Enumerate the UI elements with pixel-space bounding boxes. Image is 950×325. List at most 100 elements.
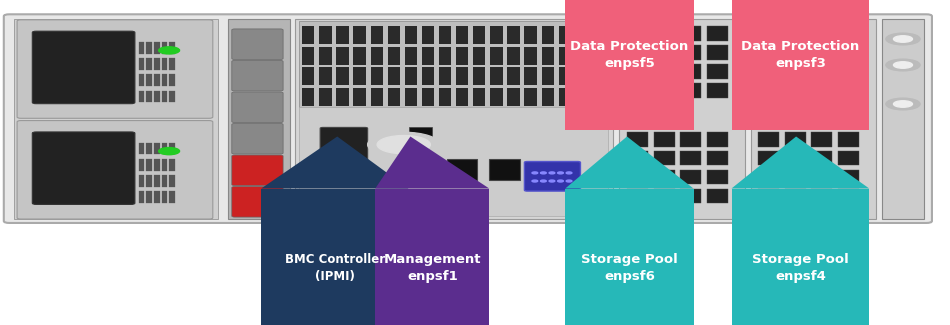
FancyBboxPatch shape (388, 47, 400, 65)
FancyBboxPatch shape (680, 45, 701, 60)
FancyBboxPatch shape (456, 26, 468, 44)
FancyBboxPatch shape (146, 74, 152, 86)
FancyBboxPatch shape (680, 132, 701, 147)
FancyBboxPatch shape (473, 88, 485, 106)
FancyBboxPatch shape (232, 29, 283, 59)
FancyBboxPatch shape (559, 47, 571, 65)
FancyBboxPatch shape (758, 45, 779, 60)
FancyBboxPatch shape (473, 67, 485, 85)
FancyBboxPatch shape (139, 159, 144, 171)
Circle shape (558, 172, 563, 174)
Circle shape (159, 148, 180, 155)
FancyBboxPatch shape (627, 83, 648, 98)
FancyBboxPatch shape (593, 67, 605, 85)
FancyBboxPatch shape (707, 151, 728, 165)
Circle shape (541, 172, 546, 174)
FancyBboxPatch shape (680, 188, 701, 203)
FancyBboxPatch shape (811, 151, 832, 165)
FancyBboxPatch shape (162, 74, 167, 86)
FancyBboxPatch shape (232, 60, 283, 91)
Text: Data Protection
enpsf3: Data Protection enpsf3 (741, 40, 860, 70)
FancyBboxPatch shape (162, 175, 167, 187)
FancyBboxPatch shape (559, 88, 571, 106)
FancyBboxPatch shape (370, 26, 383, 44)
FancyBboxPatch shape (336, 47, 349, 65)
FancyBboxPatch shape (162, 191, 167, 203)
FancyBboxPatch shape (473, 26, 485, 44)
FancyBboxPatch shape (785, 188, 806, 203)
FancyBboxPatch shape (707, 83, 728, 98)
FancyBboxPatch shape (838, 83, 859, 98)
Circle shape (558, 180, 563, 182)
FancyBboxPatch shape (299, 107, 608, 216)
FancyBboxPatch shape (559, 67, 571, 85)
FancyBboxPatch shape (542, 67, 554, 85)
FancyBboxPatch shape (565, 0, 694, 130)
FancyBboxPatch shape (758, 151, 779, 165)
FancyBboxPatch shape (882, 19, 924, 219)
FancyBboxPatch shape (576, 67, 588, 85)
FancyBboxPatch shape (370, 47, 383, 65)
FancyBboxPatch shape (838, 64, 859, 79)
FancyBboxPatch shape (146, 143, 152, 154)
Text: Data Protection
enpsf5: Data Protection enpsf5 (570, 40, 689, 70)
FancyBboxPatch shape (146, 175, 152, 187)
FancyBboxPatch shape (758, 188, 779, 203)
FancyBboxPatch shape (405, 26, 417, 44)
FancyBboxPatch shape (627, 188, 648, 203)
FancyBboxPatch shape (336, 88, 349, 106)
FancyBboxPatch shape (353, 88, 366, 106)
FancyBboxPatch shape (811, 83, 832, 98)
FancyBboxPatch shape (408, 127, 432, 148)
FancyBboxPatch shape (154, 143, 160, 154)
FancyBboxPatch shape (139, 175, 144, 187)
FancyBboxPatch shape (627, 64, 648, 79)
FancyBboxPatch shape (422, 26, 434, 44)
FancyBboxPatch shape (680, 170, 701, 184)
FancyBboxPatch shape (732, 0, 869, 130)
Circle shape (893, 62, 912, 68)
Circle shape (549, 180, 555, 182)
Polygon shape (375, 136, 489, 188)
FancyBboxPatch shape (154, 175, 160, 187)
Polygon shape (261, 136, 408, 188)
FancyBboxPatch shape (169, 143, 175, 154)
FancyBboxPatch shape (139, 74, 144, 86)
FancyBboxPatch shape (680, 83, 701, 98)
FancyBboxPatch shape (838, 45, 859, 60)
FancyBboxPatch shape (680, 26, 701, 41)
FancyBboxPatch shape (838, 170, 859, 184)
FancyBboxPatch shape (439, 47, 451, 65)
Circle shape (159, 47, 180, 54)
FancyBboxPatch shape (169, 58, 175, 70)
FancyBboxPatch shape (507, 67, 520, 85)
FancyBboxPatch shape (319, 47, 332, 65)
FancyBboxPatch shape (353, 26, 366, 44)
FancyBboxPatch shape (838, 26, 859, 41)
FancyBboxPatch shape (139, 91, 144, 102)
FancyBboxPatch shape (732, 188, 869, 325)
FancyBboxPatch shape (707, 45, 728, 60)
FancyBboxPatch shape (576, 88, 588, 106)
FancyBboxPatch shape (139, 42, 144, 54)
FancyBboxPatch shape (232, 155, 283, 186)
FancyBboxPatch shape (388, 67, 400, 85)
FancyBboxPatch shape (139, 58, 144, 70)
FancyBboxPatch shape (507, 88, 520, 106)
Polygon shape (565, 136, 694, 188)
FancyBboxPatch shape (422, 67, 434, 85)
FancyBboxPatch shape (154, 58, 160, 70)
FancyBboxPatch shape (811, 188, 832, 203)
FancyBboxPatch shape (627, 170, 648, 184)
FancyBboxPatch shape (707, 26, 728, 41)
FancyBboxPatch shape (169, 175, 175, 187)
FancyBboxPatch shape (542, 47, 554, 65)
FancyBboxPatch shape (654, 170, 674, 184)
FancyBboxPatch shape (446, 159, 477, 180)
FancyBboxPatch shape (261, 188, 408, 325)
FancyBboxPatch shape (785, 132, 806, 147)
FancyBboxPatch shape (162, 58, 167, 70)
FancyBboxPatch shape (524, 88, 537, 106)
FancyBboxPatch shape (370, 88, 383, 106)
FancyBboxPatch shape (154, 42, 160, 54)
